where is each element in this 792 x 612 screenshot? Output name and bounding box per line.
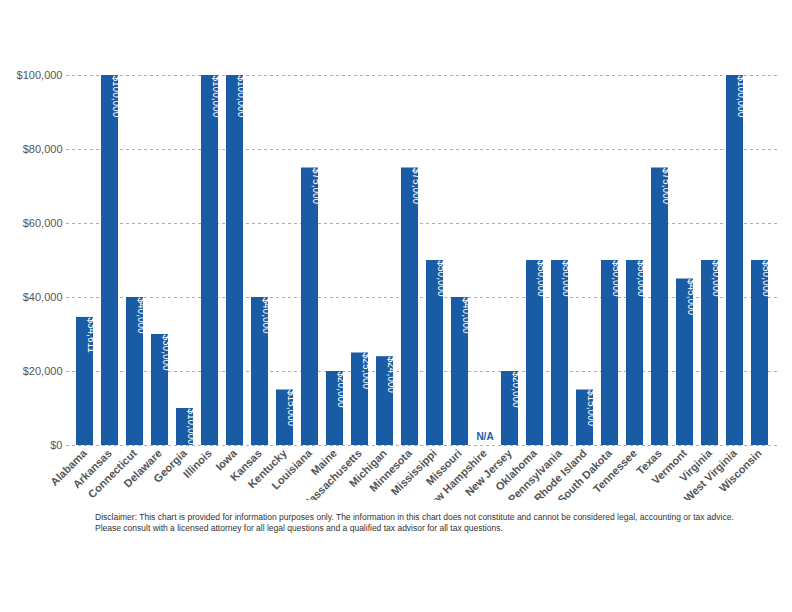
svg-text:Louisiana: Louisiana xyxy=(269,446,314,492)
svg-text:Arkansas: Arkansas xyxy=(70,446,114,491)
svg-text:$50,000: $50,000 xyxy=(611,261,622,298)
svg-text:Wisconsin: Wisconsin xyxy=(717,447,765,495)
svg-text:$0: $0 xyxy=(50,439,62,451)
svg-text:Vermont: Vermont xyxy=(649,446,689,487)
svg-text:Alabama: Alabama xyxy=(48,446,89,488)
svg-text:$100,000: $100,000 xyxy=(236,76,247,118)
svg-text:$40,000: $40,000 xyxy=(261,298,272,335)
svg-text:Kentucky: Kentucky xyxy=(245,446,289,491)
svg-text:$100,000: $100,000 xyxy=(211,76,222,118)
svg-text:$40,000: $40,000 xyxy=(23,291,63,303)
svg-text:$20,000: $20,000 xyxy=(511,372,522,409)
svg-text:Missouri: Missouri xyxy=(423,446,464,488)
svg-text:$50,000: $50,000 xyxy=(711,261,722,298)
svg-text:N/A: N/A xyxy=(476,431,493,442)
svg-text:$20,000: $20,000 xyxy=(336,372,347,409)
svg-text:$100,000: $100,000 xyxy=(17,69,63,81)
svg-text:Illinois: Illinois xyxy=(181,447,214,480)
svg-text:$45,000: $45,000 xyxy=(686,279,697,316)
svg-text:Mississippi: Mississippi xyxy=(388,446,439,498)
svg-text:Iowa: Iowa xyxy=(213,446,239,473)
svg-text:Minnesota: Minnesota xyxy=(366,446,414,494)
svg-text:Kansas: Kansas xyxy=(227,446,264,484)
svg-text:$100,000: $100,000 xyxy=(111,76,122,118)
svg-text:Delaware: Delaware xyxy=(121,446,164,490)
svg-text:$40,000: $40,000 xyxy=(461,298,472,335)
svg-text:$100,000: $100,000 xyxy=(736,76,747,118)
svg-text:Oklahoma: Oklahoma xyxy=(492,446,539,493)
svg-text:Maine: Maine xyxy=(308,446,339,478)
svg-text:$40,000: $40,000 xyxy=(136,298,147,335)
svg-text:$20,000: $20,000 xyxy=(23,365,63,377)
svg-text:$80,000: $80,000 xyxy=(23,143,63,155)
svg-text:$50,000: $50,000 xyxy=(561,261,572,298)
svg-text:$75,000: $75,000 xyxy=(311,168,322,205)
svg-text:$34,611: $34,611 xyxy=(86,317,97,353)
svg-text:$75,000: $75,000 xyxy=(661,168,672,205)
svg-text:$50,000: $50,000 xyxy=(536,261,547,298)
svg-text:Georgia: Georgia xyxy=(151,446,190,485)
svg-text:Michigan: Michigan xyxy=(346,446,389,490)
html-text:Disclaimer: This chart is prov: Disclaimer: This chart is provided for i… xyxy=(95,512,734,534)
svg-text:$24,000: $24,000 xyxy=(386,357,397,394)
svg-text:Texas: Texas xyxy=(633,446,664,477)
svg-text:$60,000: $60,000 xyxy=(23,217,63,229)
svg-text:New Jersey: New Jersey xyxy=(462,446,514,499)
svg-text:$30,000: $30,000 xyxy=(161,335,172,372)
svg-text:$75,000: $75,000 xyxy=(411,168,422,205)
svg-text:$10,000: $10,000 xyxy=(186,409,197,446)
svg-text:$50,000: $50,000 xyxy=(436,261,447,298)
svg-text:$15,000: $15,000 xyxy=(286,390,297,427)
svg-text:Tennessee: Tennessee xyxy=(591,447,639,495)
svg-text:$50,000: $50,000 xyxy=(761,261,772,298)
svg-text:$25,000: $25,000 xyxy=(361,353,372,390)
svg-text:$50,000: $50,000 xyxy=(636,261,647,298)
svg-text:$15,000: $15,000 xyxy=(586,390,597,427)
